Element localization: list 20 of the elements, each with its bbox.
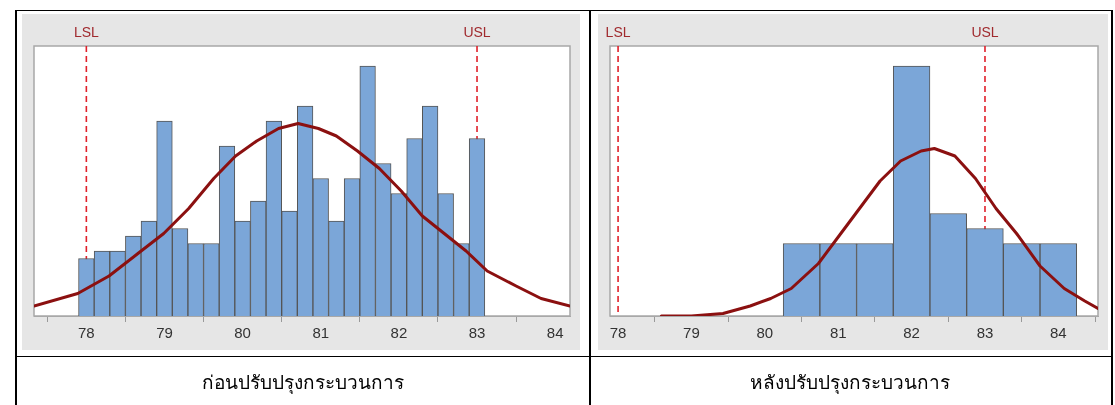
x-tick-label: 82 — [903, 324, 920, 342]
x-tick-label: 84 — [546, 324, 564, 342]
x-tick-label: 79 — [683, 324, 700, 342]
x-tick-label: 78 — [609, 324, 627, 342]
ref-line-label: USL — [463, 23, 491, 40]
x-tick-label: 80 — [756, 324, 774, 342]
x-tick-label: 83 — [468, 324, 486, 342]
text: ก่อนปรับปรุงกระบวนการ — [201, 370, 404, 396]
ref-line-label: USL — [971, 23, 999, 40]
x-tick-label: 80 — [234, 324, 251, 342]
x-tick-label: 82 — [390, 324, 408, 342]
x-tick-label: 79 — [156, 324, 173, 342]
x-tick-label: 84 — [1050, 324, 1067, 342]
ref-line-label: LSL — [73, 23, 100, 40]
x-tick-label: 83 — [976, 324, 994, 342]
text: หลังปรับปรุงกระบวนการ — [750, 370, 950, 396]
ref-line-label: LSL — [605, 23, 631, 40]
x-tick-label: 78 — [78, 324, 95, 342]
x-tick-label: 81 — [829, 324, 847, 342]
x-tick-label: 81 — [312, 324, 330, 342]
